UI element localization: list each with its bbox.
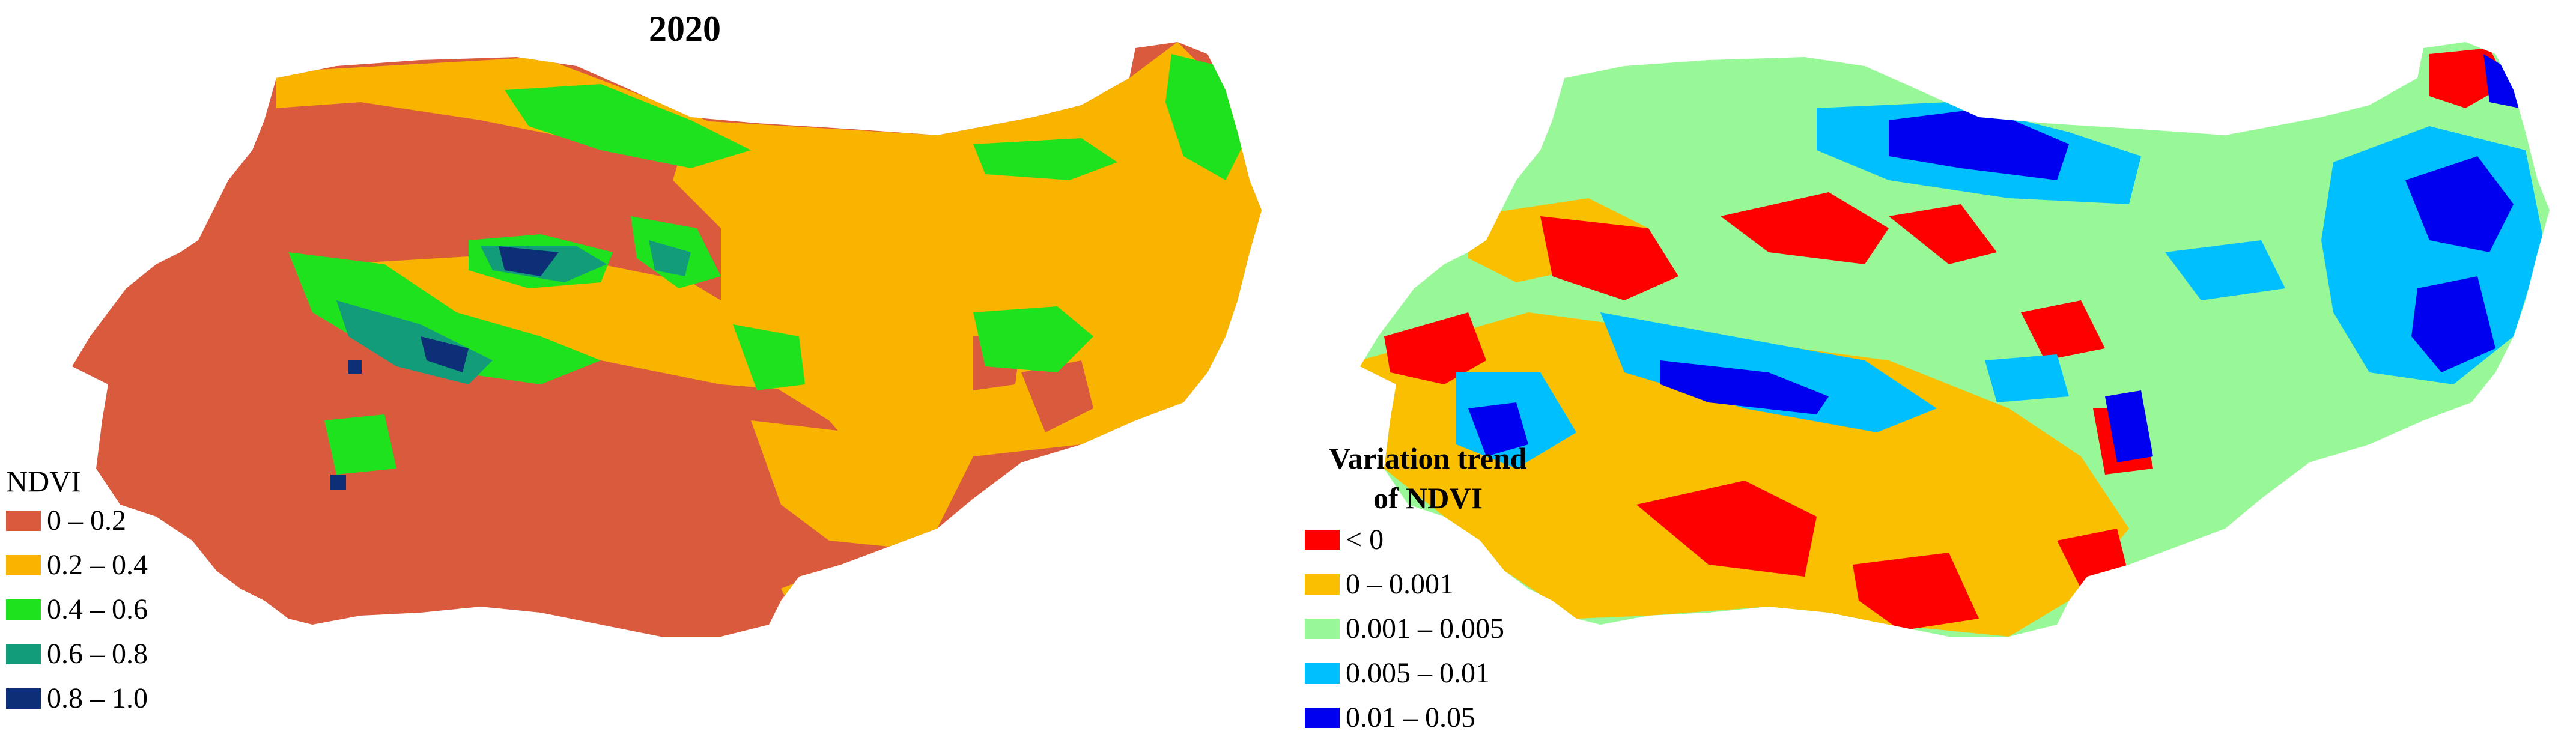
legend-swatch: [1305, 530, 1340, 550]
legend-label: 0.6 – 0.8: [47, 638, 148, 670]
legend-label: 0.001 – 0.005: [1346, 613, 1504, 644]
legend-swatch: [1305, 663, 1340, 684]
trend-legend-title-line1: Variation trend: [1329, 441, 1527, 475]
legend-swatch: [6, 511, 41, 531]
legend-item: 0.8 – 1.0: [6, 678, 148, 722]
legend-label: 0.005 – 0.01: [1346, 657, 1490, 689]
ndvi-map: [72, 42, 1262, 637]
trend-map: [1360, 42, 2550, 637]
legend-label: < 0: [1346, 524, 1384, 556]
legend-swatch: [1305, 708, 1340, 728]
legend-item: 0 – 0.001: [1305, 563, 1551, 608]
legend-item: 0.001 – 0.005: [1305, 608, 1551, 652]
trend-legend-title-line2: of NDVI: [1373, 481, 1483, 515]
legend-swatch: [6, 555, 41, 575]
legend-swatch: [1305, 574, 1340, 595]
legend-item: 0.2 – 0.4: [6, 544, 148, 589]
legend-item: 0.005 – 0.01: [1305, 652, 1551, 697]
legend-item: 0 – 0.2: [6, 500, 126, 544]
legend-swatch: [6, 644, 41, 664]
legend-label: 0.01 – 0.05: [1346, 702, 1475, 733]
legend-item: 0.4 – 0.6: [6, 589, 148, 633]
ndvi-legend: NDVI 0 – 0.2 0.2 – 0.4 0.4 – 0.6 0.6 – 0…: [6, 462, 148, 722]
legend-item: 0.6 – 0.8: [6, 633, 148, 678]
legend-label: 0.8 – 1.0: [47, 682, 148, 714]
legend-label: 0 – 0.2: [47, 505, 126, 536]
legend-swatch: [6, 688, 41, 709]
legend-swatch: [1305, 619, 1340, 639]
legend-item: < 0: [1305, 519, 1551, 563]
legend-label: 0.4 – 0.6: [47, 593, 148, 625]
legend-swatch: [6, 599, 41, 620]
legend-label: 0 – 0.001: [1346, 568, 1454, 600]
map-title: 2020: [649, 9, 721, 49]
legend-label: 0.2 – 0.4: [47, 549, 148, 581]
ndvi-legend-title: NDVI: [6, 464, 81, 498]
trend-legend: Variation trend of NDVI < 0 0 – 0.001 0.…: [1305, 440, 1551, 741]
legend-item: 0.01 – 0.05: [1305, 697, 1551, 741]
